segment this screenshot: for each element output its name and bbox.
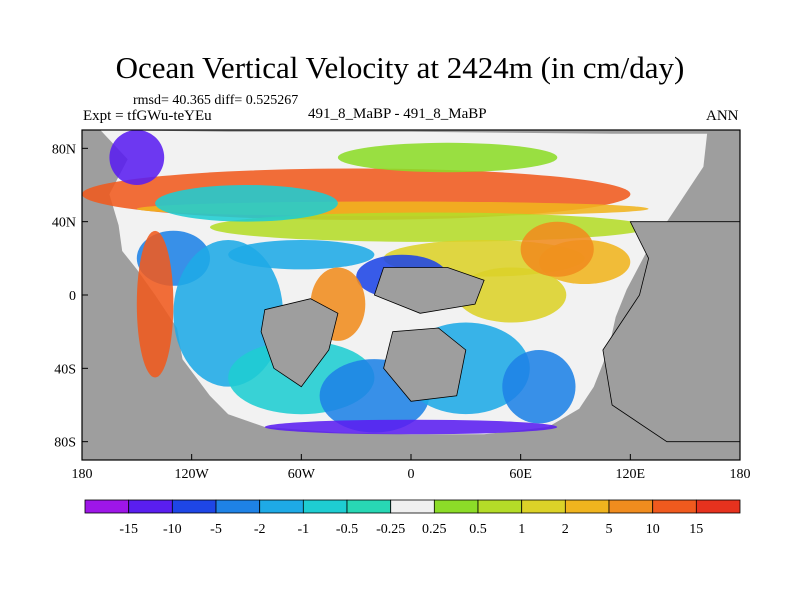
y-tick-label: 40N (52, 216, 76, 231)
period-label: ANN (706, 108, 739, 124)
field-region (337, 142, 558, 173)
y-tick-label: 80S (54, 436, 76, 451)
colorbar-swatch (259, 499, 304, 514)
colorbar-swatch (695, 499, 741, 514)
colorbar-label: -15 (119, 522, 138, 537)
x-tick-label: 0 (408, 467, 415, 482)
colorbar: -15 -10 -5 -2 -1 -0.5 -0.25 0.25 0.5 1 2 5 10 15 (84, 499, 741, 537)
colorbar-swatch (215, 499, 261, 514)
colorbar-label: 10 (646, 522, 660, 537)
colorbar-swatch (390, 499, 435, 514)
x-tick-label: 120W (175, 467, 210, 482)
continent (373, 267, 485, 314)
x-tick-label: 180 (72, 467, 93, 482)
x-tick-label: 120E (616, 467, 646, 482)
colorbar-swatch (564, 499, 610, 514)
x-tick-label: 60E (509, 467, 532, 482)
colorbar-label: -1 (297, 522, 309, 537)
colorbar-label: -2 (254, 522, 266, 537)
colorbar-swatch (652, 499, 697, 514)
field-region (109, 130, 165, 185)
colorbar-label: 5 (606, 522, 613, 537)
colorbar-label: 15 (689, 522, 703, 537)
colorbar-swatch (128, 499, 173, 514)
colorbar-label: -10 (163, 522, 182, 537)
field-region (155, 185, 338, 222)
colorbar-swatch (433, 499, 479, 514)
colorbar-swatch (477, 499, 523, 514)
colorbar-label: -0.25 (376, 522, 405, 537)
colorbar-swatch (302, 499, 348, 514)
colorbar-swatch (171, 499, 217, 514)
y-tick-label: 0 (69, 289, 76, 304)
x-tick-label: 180 (730, 467, 751, 482)
colorbar-label: -5 (210, 522, 222, 537)
chart-title: Ocean Vertical Velocity at 2424m (in cm/… (115, 50, 685, 85)
stats-text: rmsd= 40.365 diff= 0.525267 (133, 93, 299, 108)
map-area (82, 130, 741, 460)
colorbar-label: 0.5 (469, 522, 487, 537)
continent (260, 298, 339, 388)
colorbar-label: -0.5 (336, 522, 358, 537)
x-tick-label: 60W (288, 467, 316, 482)
field-region (264, 419, 558, 435)
continent (383, 327, 467, 402)
field-region (502, 350, 576, 424)
experiment-label: Expt = tfGWu-teYEu (83, 108, 212, 124)
y-tick-label: 40S (54, 362, 76, 377)
colorbar-swatch (608, 499, 654, 514)
colorbar-label: 2 (562, 522, 569, 537)
colorbar-label: 1 (518, 522, 525, 537)
colorbar-swatch (346, 499, 392, 514)
colorbar-swatch (521, 499, 566, 514)
colorbar-label: 0.25 (422, 522, 447, 537)
case-label: 491_8_MaBP - 491_8_MaBP (308, 106, 487, 122)
colorbar-swatch (84, 499, 130, 514)
field-region (136, 230, 174, 378)
y-tick-label: 80N (52, 142, 76, 157)
map-axes: 180 120W 60W 0 60E 120E 180 80N 40N 0 40S 80S (52, 142, 751, 482)
field-region (520, 221, 594, 277)
